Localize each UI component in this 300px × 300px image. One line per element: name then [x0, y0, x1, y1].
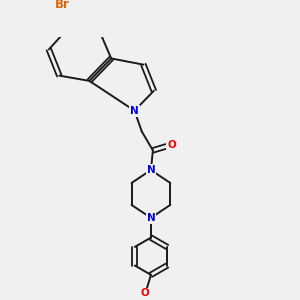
Text: O: O — [141, 288, 150, 298]
Text: N: N — [146, 165, 155, 175]
Text: O: O — [167, 140, 176, 150]
Text: N: N — [146, 213, 155, 223]
Text: Br: Br — [55, 0, 70, 11]
Text: N: N — [130, 106, 139, 116]
